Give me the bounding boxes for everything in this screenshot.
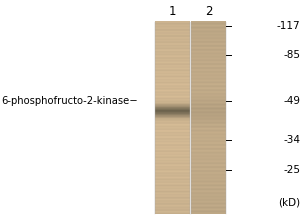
Text: -49: -49 [283,96,300,106]
Text: (kD): (kD) [278,198,300,208]
Text: 1: 1 [169,5,176,18]
Text: -117: -117 [276,21,300,31]
Text: -34: -34 [283,135,300,145]
Text: -85: -85 [283,50,300,60]
Text: 2: 2 [205,5,212,18]
Text: -25: -25 [283,165,300,175]
Text: 6-phosphofructo-2-kinase−: 6-phosphofructo-2-kinase− [2,96,138,106]
